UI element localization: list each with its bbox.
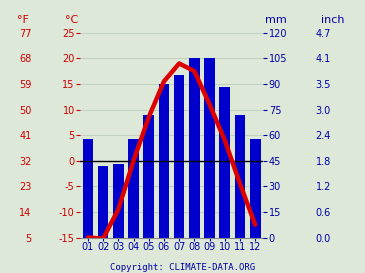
Bar — [113, 164, 124, 238]
Bar — [82, 138, 93, 238]
Bar — [235, 115, 245, 238]
Bar — [219, 87, 230, 238]
Bar — [189, 58, 200, 238]
Bar — [159, 84, 169, 238]
Text: mm: mm — [265, 14, 287, 25]
Bar — [250, 138, 261, 238]
Bar — [204, 58, 215, 238]
Text: inch: inch — [321, 14, 345, 25]
Text: °C: °C — [65, 14, 78, 25]
Bar — [128, 138, 139, 238]
Bar — [98, 166, 108, 238]
Bar — [174, 75, 184, 238]
Bar — [143, 115, 154, 238]
Text: °F: °F — [17, 14, 29, 25]
Text: Copyright: CLIMATE-DATA.ORG: Copyright: CLIMATE-DATA.ORG — [110, 263, 255, 272]
